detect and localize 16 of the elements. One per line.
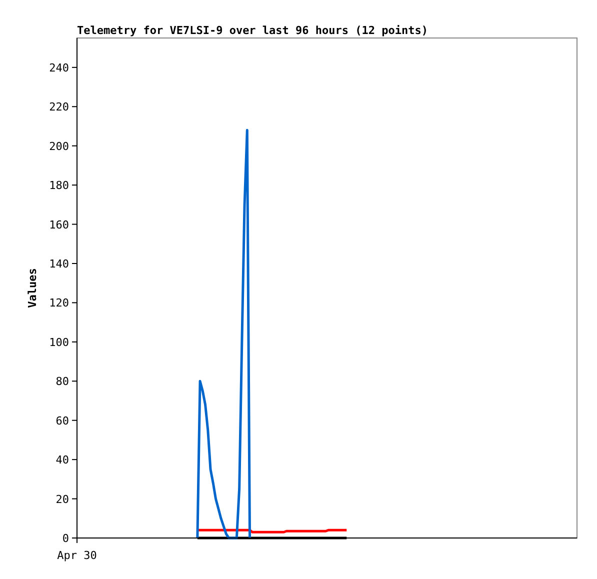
y-axis-title: Values <box>26 268 39 308</box>
chart-title: Telemetry for VE7LSI-9 over last 96 hours (12 points) <box>77 24 428 37</box>
y-tick-label: 160 <box>49 218 69 232</box>
y-tick-label: 60 <box>56 414 69 428</box>
y-tick-label: 180 <box>49 179 69 192</box>
y-tick-label: 200 <box>49 140 69 153</box>
y-tick-label: 20 <box>56 492 69 506</box>
y-tick-label: 0 <box>62 532 69 545</box>
x-tick-label: Apr 30 <box>57 549 97 562</box>
y-tick-label: 140 <box>49 257 69 270</box>
y-tick-label: 40 <box>56 454 69 467</box>
y-tick-label: 220 <box>49 100 69 114</box>
y-tick-label: 120 <box>49 296 69 310</box>
y-tick-label: 100 <box>49 336 69 349</box>
y-tick-label: 240 <box>49 61 69 74</box>
y-tick-label: 80 <box>56 375 69 388</box>
